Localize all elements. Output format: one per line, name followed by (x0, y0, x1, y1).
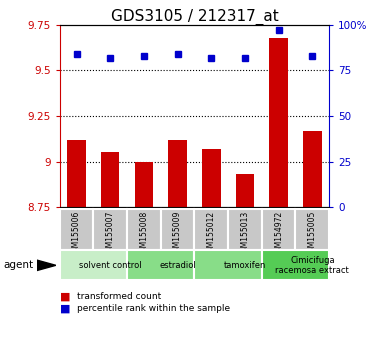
Text: ■: ■ (60, 291, 70, 301)
Text: GSM155006: GSM155006 (72, 211, 81, 257)
Bar (127, 209, 161, 250)
Title: GDS3105 / 212317_at: GDS3105 / 212317_at (110, 8, 278, 25)
Bar (67, 139, 86, 207)
Bar (127, 250, 194, 280)
Bar (194, 250, 262, 280)
Bar (296, 209, 329, 250)
Text: tamoxifen: tamoxifen (224, 261, 266, 270)
Bar (303, 131, 321, 207)
Text: transformed count: transformed count (77, 292, 161, 301)
Bar (236, 174, 254, 207)
Text: percentile rank within the sample: percentile rank within the sample (77, 304, 230, 313)
Bar (262, 250, 329, 280)
Bar (262, 209, 296, 250)
Text: agent: agent (4, 260, 34, 270)
Bar (93, 209, 127, 250)
Text: GSM155012: GSM155012 (207, 211, 216, 257)
Bar (202, 149, 221, 207)
Polygon shape (37, 260, 56, 271)
Text: Cimicifuga
racemosa extract: Cimicifuga racemosa extract (275, 256, 349, 275)
Bar (228, 209, 262, 250)
Text: GSM155008: GSM155008 (139, 211, 148, 257)
Text: GSM155009: GSM155009 (173, 211, 182, 257)
Text: estradiol: estradiol (159, 261, 196, 270)
Bar (135, 161, 153, 207)
Bar (60, 209, 93, 250)
Text: GSM155005: GSM155005 (308, 211, 317, 257)
Bar (168, 139, 187, 207)
Bar (60, 250, 127, 280)
Text: GSM154972: GSM154972 (274, 211, 283, 257)
Bar (101, 152, 119, 207)
Text: ■: ■ (60, 304, 70, 314)
Text: solvent control: solvent control (79, 261, 142, 270)
Bar (270, 38, 288, 207)
Text: GSM155013: GSM155013 (241, 211, 249, 257)
Bar (194, 209, 228, 250)
Text: GSM155007: GSM155007 (106, 211, 115, 257)
Bar (161, 209, 194, 250)
